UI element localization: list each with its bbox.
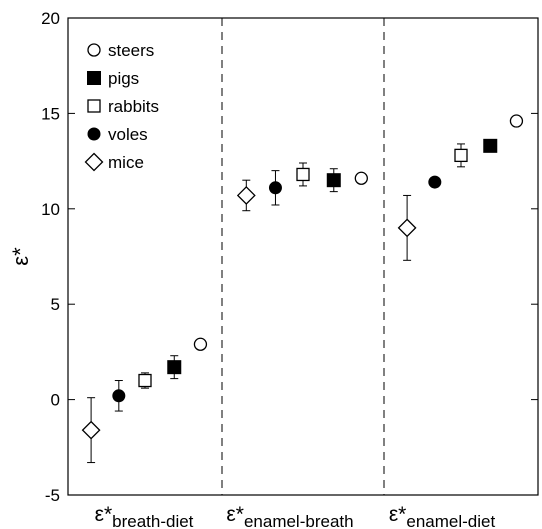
y-tick-label: 5 — [51, 295, 60, 314]
x-group-label: ε*enamel-breath — [226, 503, 353, 529]
point-pigs — [483, 138, 498, 153]
point-mice — [397, 218, 417, 238]
x-group-label: ε*enamel-diet — [389, 503, 496, 529]
point-mice — [81, 420, 101, 440]
point-rabbits — [296, 167, 310, 182]
y-tick-label: 20 — [41, 9, 60, 28]
legend-marker-voles — [87, 127, 101, 141]
y-tick-label: -5 — [45, 486, 60, 505]
y-tick-label: 15 — [41, 104, 60, 123]
data-marks — [81, 114, 524, 464]
x-group-label: ε*breath-diet — [95, 503, 194, 529]
x-group-symbol: ε* — [389, 503, 407, 526]
legend-label-mice: mice — [108, 153, 144, 172]
legend: steers pigs rabbits voles mice — [84, 41, 159, 172]
legend-marker-steers — [87, 43, 101, 57]
point-mice — [236, 186, 256, 205]
x-group-subscript: enamel-breath — [244, 512, 354, 529]
point-voles — [428, 175, 442, 189]
legend-marker-mice — [84, 152, 104, 172]
legend-label-voles: voles — [108, 125, 148, 144]
y-tick-label: 0 — [51, 391, 60, 410]
x-group-symbol: ε* — [226, 503, 244, 526]
point-voles — [112, 389, 126, 403]
plot-frame — [67, 17, 539, 496]
legend-label-rabbits: rabbits — [108, 97, 159, 116]
x-group-subscript: breath-diet — [112, 512, 194, 529]
legend-marker-pigs — [87, 71, 101, 85]
point-pigs — [167, 360, 182, 375]
legend-label-steers: steers — [108, 41, 154, 60]
x-group-symbol: ε* — [95, 503, 113, 526]
legend-label-pigs: pigs — [108, 69, 139, 88]
y-axis-label: ε* — [8, 247, 33, 266]
point-steers — [509, 114, 524, 128]
point-voles — [268, 181, 282, 195]
x-group-subscript: enamel-diet — [406, 512, 495, 529]
point-steers — [193, 337, 208, 351]
point-steers — [354, 171, 368, 185]
point-pigs — [326, 173, 341, 188]
point-rabbits — [138, 373, 152, 388]
y-tick-label: 10 — [41, 200, 60, 219]
point-rabbits — [454, 148, 468, 163]
legend-marker-rabbits — [87, 99, 101, 113]
